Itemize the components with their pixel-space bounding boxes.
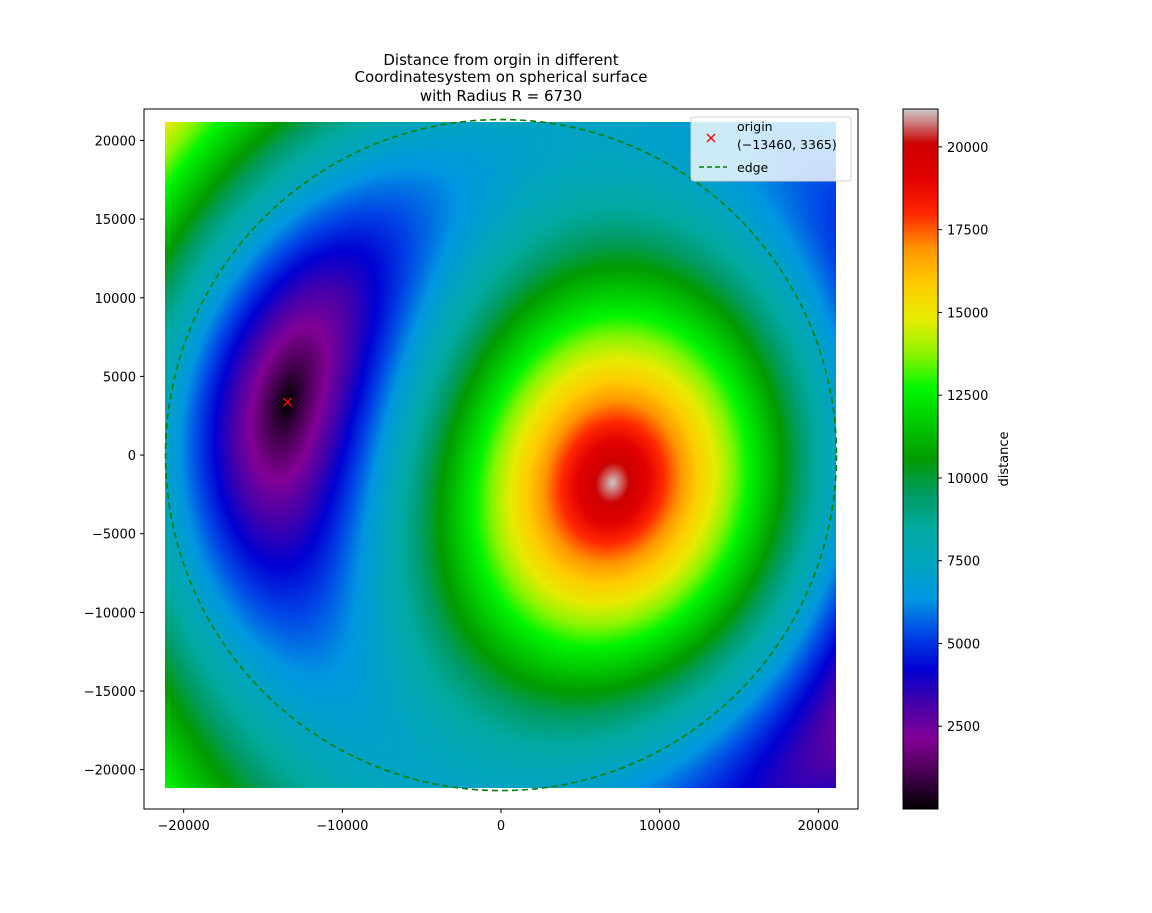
title-line-3: with Radius R = 6730 [420,87,582,105]
colorbar-tick-label: 17500 [947,224,988,239]
y-tick-label: 15000 [95,213,136,228]
colorbar-tick-label: 10000 [947,472,988,487]
legend-origin-symbol [706,133,716,143]
edge-circle [164,118,838,792]
colorbar-tick-label: 2500 [947,720,980,735]
legend-box [690,116,852,182]
origin-marker-stroke-2 [282,397,292,407]
x-axis: −20000 −10000 0 10000 20000 [158,809,839,834]
plot-area: −20000 −10000 0 10000 20000 20000 15000 10000 5… [84,108,859,834]
chart-title: Distance from orgin in different Coordin… [355,51,648,105]
title-line-2: Coordinatesystem on spherical surface [355,68,648,86]
colorbar: 2500 5000 7500 10000 12500 15000 17500 20000 di… [902,108,1012,810]
y-tick-label: 5000 [103,370,136,385]
y-tick-label: −15000 [84,685,136,700]
legend-origin-label: origin [737,119,773,134]
x-tick-label: 20000 [798,819,839,834]
colorbar-gradient [903,109,938,809]
y-axis: 20000 15000 10000 5000 0 −5000 −10000 −15000 −20… [84,134,144,779]
y-tick-label: −10000 [84,606,136,621]
origin-marker [282,397,292,407]
y-tick-label: 0 [128,449,136,464]
colorbar-tick-label: 15000 [947,306,988,321]
colorbar-frame [902,108,939,810]
title-line-1: Distance from orgin in different [383,51,618,69]
colorbar-tick-label: 5000 [947,637,980,652]
colorbar-label: distance [997,431,1012,486]
x-tick-label: −10000 [316,819,368,834]
legend-origin-coords: (−13460, 3365) [737,137,837,152]
colorbar-tick-label: 12500 [947,389,988,404]
x-tick-label: 10000 [639,819,680,834]
x-tick-label: −20000 [158,819,210,834]
colorbar-ticks: 2500 5000 7500 10000 12500 15000 17500 20000 [938,141,988,735]
colorbar-tick-label: 20000 [947,141,988,156]
y-tick-label: 20000 [95,134,136,149]
legend-edge-label: edge [737,160,769,175]
legend-origin-x-stroke-2 [706,133,716,143]
y-tick-label: −5000 [92,528,136,543]
colorbar-tick-label: 7500 [947,555,980,570]
y-tick-label: −20000 [84,764,136,779]
heatmap-image [165,122,837,788]
legend: origin (−13460, 3365) edge [690,116,852,182]
x-tick-label: 0 [497,819,505,834]
y-tick-label: 10000 [95,292,136,307]
